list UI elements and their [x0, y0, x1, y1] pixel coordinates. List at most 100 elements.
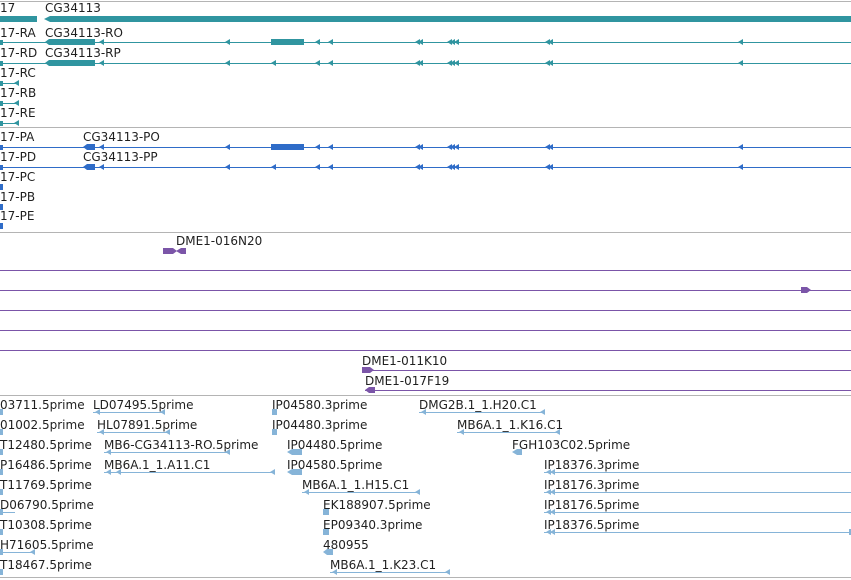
transcript-label-left[interactable]: 17-RA	[0, 26, 36, 40]
exon-block[interactable]	[0, 61, 3, 66]
est-label[interactable]: IP18376.5prime	[544, 518, 640, 532]
est-label[interactable]: HL07891.5prime	[97, 418, 198, 432]
transcript-label[interactable]: CG34113-RO	[45, 26, 123, 40]
clone-label[interactable]: DME1-017F19	[365, 374, 450, 388]
coding-block[interactable]	[0, 145, 3, 150]
gene-bar-cg34113[interactable]	[44, 16, 851, 22]
est-label[interactable]: IP04580.3prime	[272, 398, 368, 412]
gene-label-cg34113[interactable]: CG34113	[45, 1, 101, 15]
est-block[interactable]	[272, 429, 277, 435]
est-block[interactable]	[0, 549, 3, 555]
exon-block[interactable]	[0, 101, 3, 106]
strand-arrow-left	[415, 164, 420, 170]
est-label[interactable]: 03711.5prime	[0, 398, 85, 412]
protein-label-left[interactable]: 17-PA	[0, 130, 35, 144]
strand-arrow-left	[270, 469, 275, 475]
strand-arrow-left	[555, 429, 560, 435]
exon-block[interactable]	[0, 40, 3, 45]
clone-end-marker[interactable]	[362, 367, 374, 373]
est-label[interactable]: T12480.5prime	[0, 438, 92, 452]
est-label[interactable]: IP04480.3prime	[272, 418, 368, 432]
est-label[interactable]: IP18176.3prime	[544, 478, 640, 492]
clone-label[interactable]: DME1-011K10	[362, 354, 448, 368]
est-block[interactable]	[512, 449, 522, 455]
est-block[interactable]	[0, 489, 3, 495]
exon-block[interactable]	[271, 39, 304, 45]
est-block[interactable]	[0, 509, 3, 515]
est-label[interactable]: MB6-CG34113-RO.5prime	[104, 438, 259, 452]
protein-label[interactable]: CG34113-PO	[83, 130, 160, 144]
est-label[interactable]: H71605.5prime	[0, 538, 94, 552]
est-label[interactable]: MB6A.1_1.A11.C1	[104, 458, 211, 472]
strand-arrow-left	[548, 144, 553, 150]
est-block[interactable]	[0, 529, 3, 535]
coding-block[interactable]	[0, 223, 3, 229]
coding-block[interactable]	[0, 165, 3, 170]
strand-arrow-left	[315, 60, 320, 66]
clone-label[interactable]: DME1-016N20	[176, 234, 263, 248]
strand-arrow-left	[14, 80, 19, 86]
est-block[interactable]	[323, 509, 329, 515]
est-label[interactable]: P16486.5prime	[0, 458, 92, 472]
est-label[interactable]: 01002.5prime	[0, 418, 85, 432]
est-block[interactable]	[849, 529, 851, 535]
coding-block[interactable]	[0, 184, 3, 190]
est-label[interactable]: T10308.5prime	[0, 518, 92, 532]
est-label[interactable]: T18467.5prime	[0, 558, 92, 572]
strand-arrow-left	[454, 144, 459, 150]
est-label[interactable]: 480955	[323, 538, 369, 552]
coding-block[interactable]	[83, 144, 95, 150]
exon-block[interactable]	[0, 121, 3, 126]
gene-label-left[interactable]: 17	[0, 1, 16, 15]
coding-block[interactable]	[83, 164, 95, 170]
est-block[interactable]	[287, 449, 302, 455]
strand-arrow-left	[418, 164, 423, 170]
est-label[interactable]: LD07495.5prime	[93, 398, 194, 412]
est-label[interactable]: DMG2B.1_1.H20.C1	[419, 398, 537, 412]
transcript-label-left[interactable]: 17-RC	[0, 66, 36, 80]
protein-label-left[interactable]: 17-PC	[0, 170, 36, 184]
est-label[interactable]: IP18376.3prime	[544, 458, 640, 472]
est-label[interactable]: IP18176.5prime	[544, 498, 640, 512]
gene-bar-left[interactable]	[0, 16, 37, 22]
est-label[interactable]: IP04480.5prime	[287, 438, 383, 452]
est-block[interactable]	[272, 409, 277, 415]
est-label[interactable]: EK188907.5prime	[323, 498, 431, 512]
transcript-label-left[interactable]: 17-RB	[0, 86, 37, 100]
est-block[interactable]	[323, 549, 333, 555]
coding-block[interactable]	[0, 204, 3, 210]
strand-arrow-left	[415, 489, 420, 495]
protein-label-left[interactable]: 17-PD	[0, 150, 37, 164]
strand-arrow-left	[447, 39, 452, 45]
est-label[interactable]: D06790.5prime	[0, 498, 94, 512]
transcript-label[interactable]: CG34113-RP	[45, 46, 121, 60]
exon-block[interactable]	[45, 60, 95, 66]
est-block[interactable]	[0, 569, 3, 575]
est-block[interactable]	[0, 429, 3, 435]
est-label[interactable]: MB6A.1_1.H15.C1	[302, 478, 410, 492]
est-label[interactable]: EP09340.3prime	[323, 518, 423, 532]
est-block[interactable]	[0, 409, 3, 415]
est-label[interactable]: IP04580.5prime	[287, 458, 383, 472]
est-label[interactable]: MB6A.1_1.K16.C1	[457, 418, 564, 432]
transcript-label-left[interactable]: 17-RD	[0, 46, 38, 60]
strand-arrow-left	[14, 100, 19, 106]
clone-end-marker[interactable]	[801, 287, 811, 293]
protein-label-left[interactable]: 17-PE	[0, 209, 35, 223]
transcript-label-left[interactable]: 17-RE	[0, 106, 36, 120]
protein-label[interactable]: CG34113-PP	[83, 150, 158, 164]
clone-end-marker[interactable]	[163, 248, 177, 254]
est-block[interactable]	[0, 469, 3, 475]
protein-label-left[interactable]: 17-PB	[0, 190, 36, 204]
coding-block[interactable]	[271, 144, 304, 150]
exon-block[interactable]	[45, 39, 95, 45]
est-label[interactable]: FGH103C02.5prime	[512, 438, 631, 452]
est-label[interactable]: MB6A.1_1.K23.C1	[330, 558, 437, 572]
exon-block[interactable]	[0, 81, 3, 86]
est-block[interactable]	[0, 449, 3, 455]
clone-end-marker[interactable]	[176, 248, 186, 254]
clone-end-marker[interactable]	[365, 387, 375, 393]
est-block[interactable]	[287, 469, 302, 475]
est-label[interactable]: T11769.5prime	[0, 478, 92, 492]
est-block[interactable]	[323, 529, 329, 535]
